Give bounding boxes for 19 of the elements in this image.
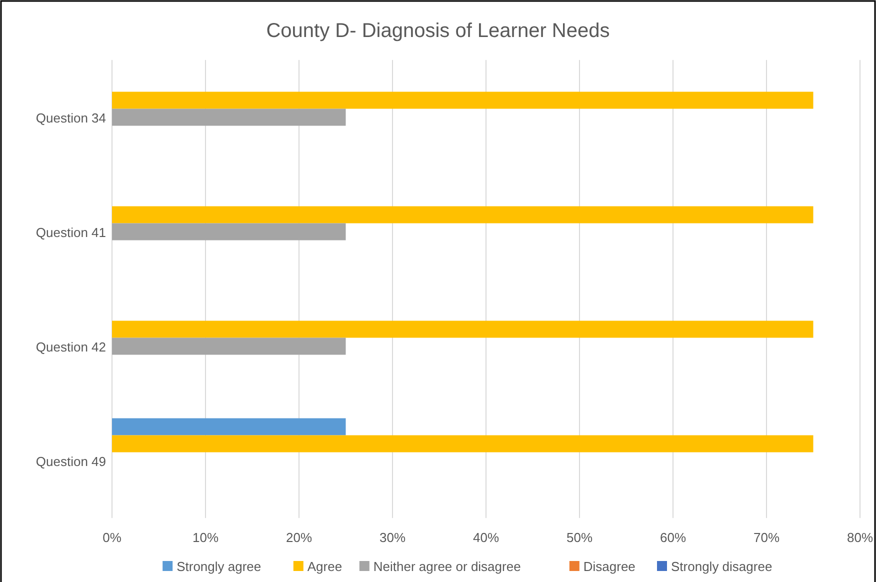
x-tick-label: 20% <box>286 530 312 545</box>
x-tick-label: 10% <box>192 530 219 545</box>
legend-label: Agree <box>307 559 342 574</box>
y-tick-label: Question 49 <box>36 454 106 469</box>
legend-label: Strongly disagree <box>671 559 772 574</box>
legend-label: Strongly agree <box>176 559 262 574</box>
x-tick-label: 30% <box>379 530 406 545</box>
x-tick-label: 70% <box>753 530 780 545</box>
legend-label: Neither agree or disagree <box>373 559 521 574</box>
chart-title: County D- Diagnosis of Learner Needs <box>266 20 610 42</box>
x-tick-label: 80% <box>846 530 874 545</box>
y-tick-label: Question 34 <box>36 110 106 126</box>
y-tick-label: Question 42 <box>36 339 106 354</box>
x-tick-label: 40% <box>472 530 500 545</box>
y-tick-label: Question 41 <box>36 224 106 240</box>
x-tick-label: 50% <box>566 530 593 545</box>
legend-label: Disagree <box>583 559 636 574</box>
x-tick-label: 60% <box>660 530 686 545</box>
x-tick-label: 0% <box>102 530 122 545</box>
